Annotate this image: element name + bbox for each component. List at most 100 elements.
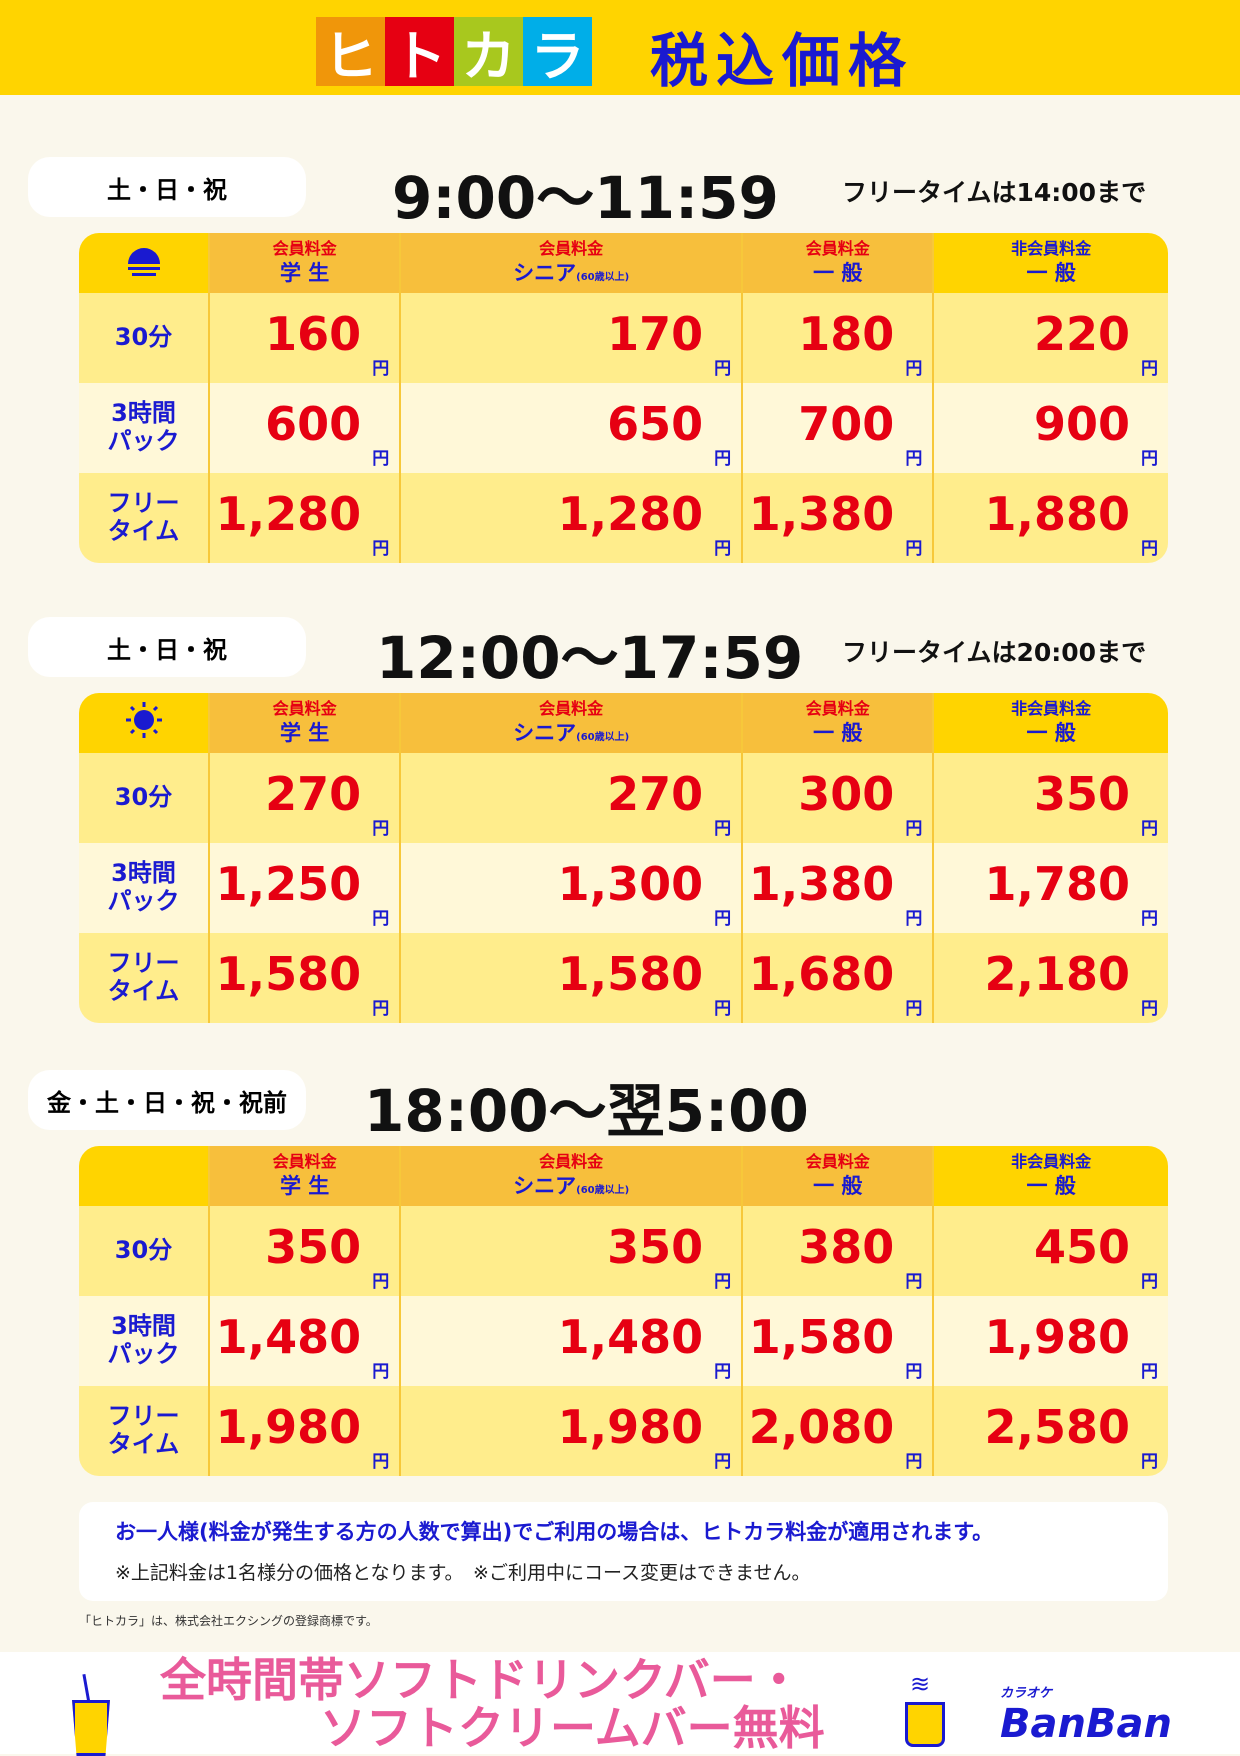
days-label: 土・日・祝 [28,157,306,217]
price-table: 会員料金学 生会員料金 シニア(60歳以上) 会員料金一 般非会員料金一 般 30分 1… [79,233,1168,563]
price-cell: 1,280 円 [399,473,743,563]
price-value: 450 [1033,1220,1130,1274]
customer-type-label: 一 般 [1026,720,1076,745]
table-header: 会員料金学 生会員料金 シニア(60歳以上) 会員料金一 般非会員料金一 般 [79,233,1168,293]
price-value: 900 [1033,397,1130,451]
yen-unit: 円 [372,1362,390,1382]
yen-unit: 円 [905,999,923,1019]
price-cell: 220 円 [932,293,1168,383]
price-cell: 900 円 [932,383,1168,473]
price-value: 1,980 [215,1400,362,1454]
customer-type-label: 学 生 [279,720,330,745]
price-cell: 180 円 [741,293,934,383]
price-value: 350 [1033,767,1130,821]
price-cell: 1,580 円 [399,933,743,1023]
page-title: 税込価格 [650,27,915,95]
price-value: 1,280 [215,487,362,541]
customer-type-label: 学 生 [279,1173,330,1198]
yen-unit: 円 [714,909,732,929]
price-cell: 350 円 [399,1206,743,1296]
course-label-line: フリー [107,489,180,518]
yen-unit: 円 [905,1452,923,1472]
yen-unit: 円 [905,359,923,379]
price-cell: 1,980 円 [399,1386,743,1476]
column-header: 非会員料金一 般 [932,233,1168,293]
days-label: 土・日・祝 [28,617,306,677]
member-type: 会員料金 [805,1151,870,1171]
customer-type-label: 一 般 [1026,260,1076,285]
member-type: 会員料金 [539,698,604,718]
price-cell: 1,980 円 [207,1386,401,1476]
customer-type: シニア(60歳以上) [401,260,741,287]
course-label-line: パック [107,427,180,455]
customer-type: 一 般 [934,260,1168,287]
price-value: 1,250 [215,857,362,911]
yen-unit: 円 [372,449,390,469]
column-header: 会員料金一 般 [741,1146,934,1206]
straw-icon [82,1673,91,1705]
price-cell: 1,780 円 [932,843,1168,933]
yen-unit: 円 [1141,359,1158,379]
yen-unit: 円 [372,359,390,379]
price-value: 1,480 [557,1310,704,1364]
price-value: 180 [798,307,895,361]
customer-type-label: 一 般 [1026,1173,1076,1198]
banban-small: カラオケ [1000,1686,1053,1701]
table-row: 3時間 パック 1,250 円 1,300 円 1,380 円 1,780 円 [79,843,1168,933]
price-value: 1,680 [748,947,895,1001]
yen-unit: 円 [372,909,390,929]
course-label-line: タイム [107,517,180,545]
price-cell: 1,300 円 [399,843,743,933]
price-cell: 170 円 [399,293,743,383]
price-cell: 1,480 円 [207,1296,401,1386]
table-row: フリー タイム 1,580 円 1,580 円 1,680 円 2,180 円 [79,933,1168,1023]
price-value: 1,580 [748,1310,895,1364]
logo-char: ト [385,17,454,88]
customer-type: 一 般 [743,260,932,287]
price-cell: 600 円 [207,383,401,473]
customer-type-label: シニア [513,260,577,285]
table-header: 会員料金学 生会員料金 シニア(60歳以上) 会員料金一 般非会員料金一 般 [79,1146,1168,1206]
price-cell: 1,480 円 [399,1296,743,1386]
price-cell: 380 円 [741,1206,934,1296]
price-value: 350 [265,1220,362,1274]
customer-type-label: 一 般 [813,260,863,285]
price-cell: 300 円 [741,753,934,843]
customer-type: 一 般 [934,720,1168,747]
table-header: 会員料金学 生会員料金 シニア(60歳以上) 会員料金一 般非会員料金一 般 [79,693,1168,753]
course-label: フリー タイム [79,473,209,563]
member-type: 非会員料金 [1011,698,1092,718]
course-label: 30分 [79,1206,209,1296]
course-label-line: 3時間 [111,859,176,888]
column-header: 会員料金 シニア(60歳以上) [399,693,743,753]
column-header: 会員料金 シニア(60歳以上) [399,1146,743,1206]
customer-type-label: 一 般 [813,1173,863,1198]
price-table: 会員料金学 生会員料金 シニア(60歳以上) 会員料金一 般非会員料金一 般 30分 3… [79,1146,1168,1476]
course-label-line: 3時間 [111,1312,176,1341]
table-row: 3時間 パック 1,480 円 1,480 円 1,580 円 1,980 円 [79,1296,1168,1386]
table-row: 30分 350 円 350 円 380 円 450 円 [79,1206,1168,1296]
price-value: 1,300 [557,857,704,911]
price-cell: 1,880 円 [932,473,1168,563]
course-label-line: 30分 [114,1236,173,1265]
yen-unit: 円 [714,999,732,1019]
customer-type-label: 学 生 [279,260,330,285]
customer-type: 一 般 [743,1173,932,1200]
member-type: 非会員料金 [1011,238,1092,258]
price-value: 160 [265,307,362,361]
yen-unit: 円 [1141,539,1158,559]
yen-unit: 円 [714,1272,732,1292]
yen-unit: 円 [372,999,390,1019]
price-cell: 350 円 [932,753,1168,843]
yen-unit: 円 [1141,1452,1158,1472]
time-range: 9:00〜11:59 [392,164,779,232]
column-header: 会員料金学 生 [207,1146,401,1206]
yen-unit: 円 [905,819,923,839]
course-label-line: パック [107,887,180,915]
customer-type: 学 生 [210,260,399,287]
yen-unit: 円 [1141,909,1158,929]
price-value: 1,880 [984,487,1130,541]
member-type: 非会員料金 [1011,1151,1092,1171]
hitokara-logo: ヒ ト カ ラ [316,17,592,88]
header: ヒ ト カ ラ 税込価格 [0,0,1240,95]
